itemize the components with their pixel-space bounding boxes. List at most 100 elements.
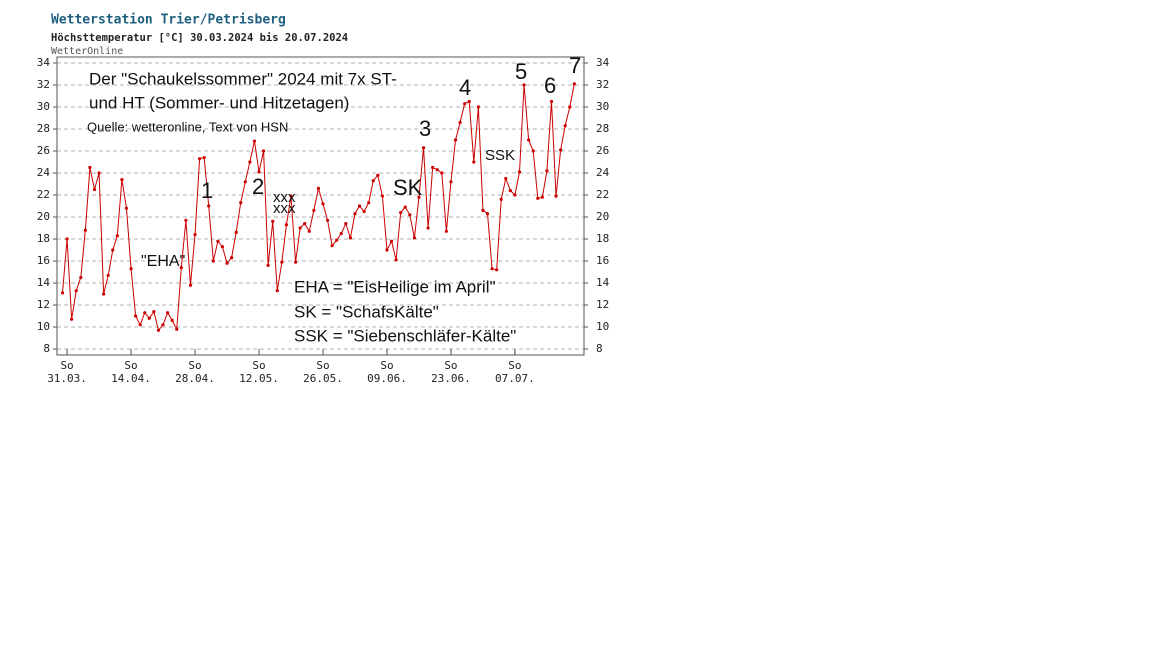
data-point xyxy=(65,237,69,241)
data-point xyxy=(275,289,279,293)
y-tick-label: 32 xyxy=(37,78,50,91)
data-point xyxy=(362,209,366,214)
x-tick-label: 12.05. xyxy=(239,372,279,385)
data-point xyxy=(280,260,284,264)
annotation: 3 xyxy=(419,116,431,141)
data-point xyxy=(79,275,83,280)
data-point xyxy=(527,138,531,142)
data-point xyxy=(243,180,247,184)
data-point xyxy=(472,160,476,164)
data-point xyxy=(353,212,357,216)
data-point xyxy=(531,149,535,153)
x-tick-label: 28.04. xyxy=(175,372,215,385)
data-point xyxy=(225,261,229,265)
data-point xyxy=(431,165,435,170)
x-tick-label: 23.06. xyxy=(431,372,471,385)
y2-tick-label: 30 xyxy=(596,100,609,113)
y2-tick-label: 26 xyxy=(596,144,609,157)
data-point xyxy=(380,194,384,198)
data-point xyxy=(248,160,252,164)
data-point xyxy=(513,193,517,197)
data-point xyxy=(476,105,480,109)
data-point xyxy=(234,230,238,234)
y-tick-label: 24 xyxy=(37,166,51,179)
chart-background xyxy=(0,0,620,400)
data-point xyxy=(335,238,339,242)
data-point xyxy=(198,157,202,161)
data-point xyxy=(412,236,416,240)
data-point xyxy=(417,195,421,199)
x-tick-weekday: So xyxy=(188,359,201,372)
y2-tick-label: 22 xyxy=(596,188,609,201)
annotation: Der "Schaukelssommer" 2024 mit 7x ST- xyxy=(89,69,397,88)
data-point xyxy=(115,234,119,238)
data-point xyxy=(572,82,576,86)
data-point xyxy=(143,311,147,315)
data-point xyxy=(463,102,467,106)
y2-tick-label: 24 xyxy=(596,166,610,179)
data-point xyxy=(522,83,526,87)
y-tick-label: 10 xyxy=(37,320,50,333)
data-point xyxy=(239,201,243,205)
x-tick-label: 31.03. xyxy=(47,372,87,385)
data-point xyxy=(426,226,430,230)
data-point xyxy=(499,197,503,201)
data-point xyxy=(261,149,266,153)
data-point xyxy=(134,314,138,318)
data-point xyxy=(70,317,74,321)
x-tick-weekday: So xyxy=(124,359,137,372)
data-point xyxy=(408,213,412,217)
data-point xyxy=(211,259,215,263)
x-tick-label: 26.05. xyxy=(303,372,343,385)
annotation: 2 xyxy=(252,174,264,199)
y-tick-label: 34 xyxy=(37,56,51,69)
annotation: SK = "SchafsKälte" xyxy=(294,302,439,321)
data-point xyxy=(490,267,494,271)
data-point xyxy=(559,148,563,152)
y-tick-label: 20 xyxy=(37,210,50,223)
data-point xyxy=(252,139,257,143)
data-point xyxy=(229,256,234,260)
y2-tick-label: 10 xyxy=(596,320,609,333)
data-point xyxy=(156,328,161,332)
data-point xyxy=(216,239,220,243)
data-point xyxy=(152,310,156,314)
data-point xyxy=(184,218,188,222)
annotation: 4 xyxy=(459,75,471,100)
data-point xyxy=(440,171,444,175)
y-tick-label: 22 xyxy=(37,188,50,201)
data-point xyxy=(504,176,508,181)
data-point xyxy=(106,273,110,277)
y2-tick-label: 32 xyxy=(596,78,609,91)
data-point xyxy=(74,289,78,293)
data-point xyxy=(389,239,394,243)
data-point xyxy=(545,169,549,173)
data-point xyxy=(449,180,453,184)
data-point xyxy=(60,291,65,295)
data-point xyxy=(435,168,439,172)
data-point xyxy=(88,165,92,170)
annotation: 7 xyxy=(569,53,581,78)
data-point xyxy=(357,204,362,208)
y-tick-label: 30 xyxy=(37,100,50,113)
data-point xyxy=(549,99,554,104)
data-point xyxy=(495,268,499,272)
data-point xyxy=(517,170,522,174)
data-point xyxy=(175,327,179,331)
annotation: Quelle: wetteronline, Text von HSN xyxy=(87,119,288,134)
annotation: 6 xyxy=(544,73,556,98)
data-point xyxy=(453,138,458,142)
data-point xyxy=(540,195,544,199)
y2-tick-label: 16 xyxy=(596,254,609,267)
x-tick-weekday: So xyxy=(508,359,521,372)
data-point xyxy=(307,229,311,233)
x-tick-weekday: So xyxy=(60,359,73,372)
data-point xyxy=(376,173,380,177)
annotation: 1 xyxy=(201,178,213,203)
data-point xyxy=(458,120,462,124)
data-point xyxy=(166,311,170,315)
data-point xyxy=(271,219,275,223)
y-tick-label: 28 xyxy=(37,122,50,135)
y-tick-label: 14 xyxy=(37,276,51,289)
